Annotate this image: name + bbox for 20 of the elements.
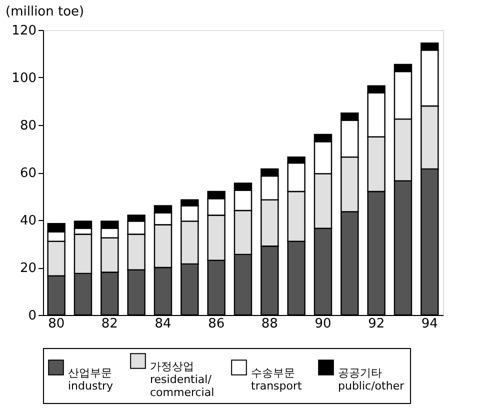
x-tick-label: 86 [208,316,225,332]
y-tick-label: 80 [20,118,36,134]
x-tick-label: 84 [154,316,172,332]
x-tick-label: 88 [261,316,278,332]
legend-label: 가정상업 residential/ commercial [150,360,214,399]
legend-label: 수송부문 transport [251,366,303,392]
y-tick-label: 60 [20,166,36,181]
x-tick-label: 80 [48,316,65,332]
y-tick-label: 20 [20,261,36,276]
x-tick-label: 94 [421,316,438,332]
y-tick-label: 0 [28,308,36,324]
y-tick-label: 100 [12,71,36,86]
y-tick-label: 120 [12,24,36,38]
legend-label: 공공기타 public/other [338,366,405,392]
y-tick-label: 40 [20,214,36,228]
x-tick-label: 90 [314,316,332,332]
legend-label: 산업부문 industry [68,366,114,392]
x-tick-label: 82 [101,316,118,332]
x-tick-label: 92 [368,316,385,332]
y-axis-title: (million toe) [6,4,84,20]
